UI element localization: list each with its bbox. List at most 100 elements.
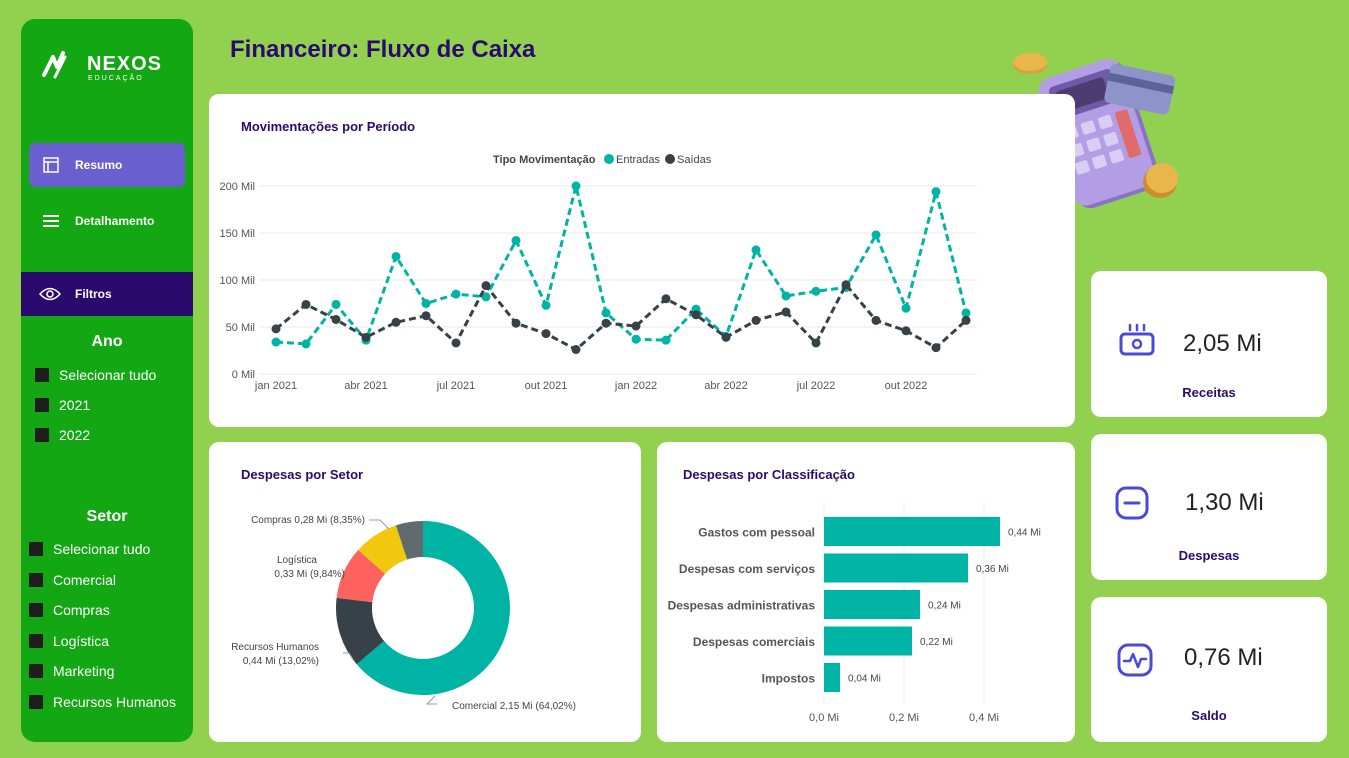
minus-icon bbox=[1115, 486, 1149, 520]
value-label: 0,22 Mi bbox=[920, 637, 953, 648]
data-point bbox=[871, 230, 881, 240]
value-label: 0,04 Mi bbox=[848, 674, 881, 685]
checkbox[interactable] bbox=[35, 368, 49, 382]
ano-option[interactable]: Selecionar tudo bbox=[35, 365, 156, 385]
data-point bbox=[601, 308, 611, 318]
pulse-icon bbox=[1117, 643, 1153, 677]
data-point bbox=[391, 317, 401, 327]
data-point bbox=[901, 303, 911, 313]
setor-option[interactable]: Compras bbox=[29, 600, 176, 620]
checkbox[interactable] bbox=[29, 633, 43, 648]
despesas-classificacao-title: Despesas por Classificação bbox=[683, 467, 855, 482]
bar bbox=[824, 590, 920, 619]
data-point bbox=[511, 318, 521, 328]
data-point bbox=[961, 308, 971, 318]
x-tick-label: out 2022 bbox=[885, 380, 928, 392]
value-label: 0,36 Mi bbox=[976, 564, 1009, 575]
sidebar: NEXOS EDUCAÇÃO Resumo Detalhamento Filtr… bbox=[21, 19, 193, 742]
data-point bbox=[961, 315, 971, 325]
leader-line bbox=[425, 695, 437, 705]
nav-detalhamento-label: Detalhamento bbox=[75, 214, 155, 228]
data-point bbox=[601, 318, 611, 328]
leader-line bbox=[369, 519, 390, 530]
ano-title: Ano bbox=[91, 333, 123, 350]
donut-slice-comercial bbox=[356, 521, 510, 695]
setor-option[interactable]: Comercial bbox=[29, 570, 176, 590]
legend-saidas[interactable]: Saídas bbox=[677, 154, 712, 166]
checkbox[interactable] bbox=[29, 694, 43, 709]
setor-title: Setor bbox=[86, 508, 128, 525]
data-point bbox=[781, 291, 791, 301]
series-line-saídas bbox=[275, 282, 968, 352]
bar bbox=[824, 626, 912, 656]
data-point bbox=[721, 332, 731, 342]
line-chart: Tipo Movimentação Entradas Saídas 0 Mil 5… bbox=[220, 154, 977, 392]
logo-icon bbox=[42, 51, 67, 79]
data-point bbox=[451, 338, 461, 348]
data-point bbox=[541, 329, 551, 339]
data-point bbox=[541, 300, 551, 310]
filters-header[interactable]: Filtros bbox=[21, 272, 193, 316]
checkbox[interactable] bbox=[35, 398, 49, 412]
checkbox[interactable] bbox=[35, 428, 49, 442]
y-tick-label: 100 Mil bbox=[220, 275, 255, 287]
data-point bbox=[421, 299, 431, 308]
data-point bbox=[691, 310, 701, 320]
checkbox[interactable] bbox=[29, 542, 43, 556]
kpi-despesas-card: 1,30 Mi Despesas bbox=[1091, 434, 1327, 580]
data-point bbox=[271, 324, 281, 334]
nav-resumo[interactable]: Resumo bbox=[29, 143, 185, 187]
kpi-despesas-label: Despesas bbox=[1178, 548, 1240, 563]
setor-option[interactable]: Selecionar tudo bbox=[29, 539, 176, 559]
y-tick-label: 150 Mil bbox=[220, 228, 255, 240]
slice-label: Logística bbox=[277, 555, 317, 566]
data-point bbox=[481, 281, 491, 291]
nav-resumo-label: Resumo bbox=[75, 158, 123, 172]
data-point bbox=[361, 332, 371, 342]
data-point bbox=[421, 311, 431, 321]
legend-saidas-dot bbox=[665, 154, 675, 164]
bar-chart: 0,0 Mi 0,2 Mi 0,4 Mi Gastos com pessoal 0,44… bbox=[668, 502, 1041, 724]
data-point bbox=[931, 187, 941, 197]
data-point bbox=[811, 338, 821, 348]
checkbox[interactable] bbox=[29, 664, 43, 679]
data-point bbox=[781, 307, 791, 317]
leader-line bbox=[348, 575, 353, 579]
data-point bbox=[631, 334, 641, 344]
ano-option[interactable]: 2022 bbox=[35, 425, 156, 445]
ano-option-label: Selecionar tudo bbox=[59, 367, 157, 383]
kpi-saldo-label: Saldo bbox=[1191, 708, 1227, 723]
data-point bbox=[751, 315, 761, 325]
data-point bbox=[301, 339, 311, 349]
page-title: Financeiro: Fluxo de Caixa bbox=[230, 36, 536, 63]
layout-icon bbox=[41, 155, 61, 175]
data-point bbox=[511, 236, 521, 246]
value-label: 0,44 Mi bbox=[1008, 528, 1041, 539]
y-tick-label: 50 Mil bbox=[226, 322, 255, 334]
donut-slice-logística bbox=[336, 549, 386, 603]
nav-detalhamento[interactable]: Detalhamento bbox=[29, 199, 185, 243]
x-tick-label: 0,4 Mi bbox=[969, 712, 999, 724]
setor-option-label: Marketing bbox=[53, 663, 115, 680]
setor-option[interactable]: Logística bbox=[29, 631, 176, 651]
data-point bbox=[271, 337, 281, 347]
category-label: Despesas comerciais bbox=[693, 635, 815, 649]
setor-option[interactable]: Marketing bbox=[29, 661, 176, 681]
data-point bbox=[571, 181, 581, 191]
x-tick-label: abr 2022 bbox=[704, 380, 747, 392]
setor-option[interactable]: Recursos Humanos bbox=[29, 692, 176, 712]
x-tick-label: jan 2021 bbox=[254, 380, 297, 392]
brand-sub: EDUCAÇÃO bbox=[88, 75, 144, 82]
kpi-saldo-value: 0,76 Mi bbox=[1184, 644, 1263, 671]
checkbox[interactable] bbox=[29, 572, 43, 587]
ano-list: Selecionar tudo 2021 2022 bbox=[35, 365, 156, 445]
checkbox[interactable] bbox=[29, 603, 43, 618]
data-point bbox=[451, 289, 461, 299]
data-point bbox=[481, 292, 491, 302]
legend-entradas[interactable]: Entradas bbox=[616, 154, 661, 166]
data-point bbox=[661, 294, 671, 304]
ano-option[interactable]: 2021 bbox=[35, 395, 156, 415]
bar bbox=[824, 553, 968, 583]
slice-label: 0,44 Mi (13,02%) bbox=[243, 656, 319, 667]
slice-label: Comercial 2,15 Mi (64,02%) bbox=[452, 701, 576, 712]
